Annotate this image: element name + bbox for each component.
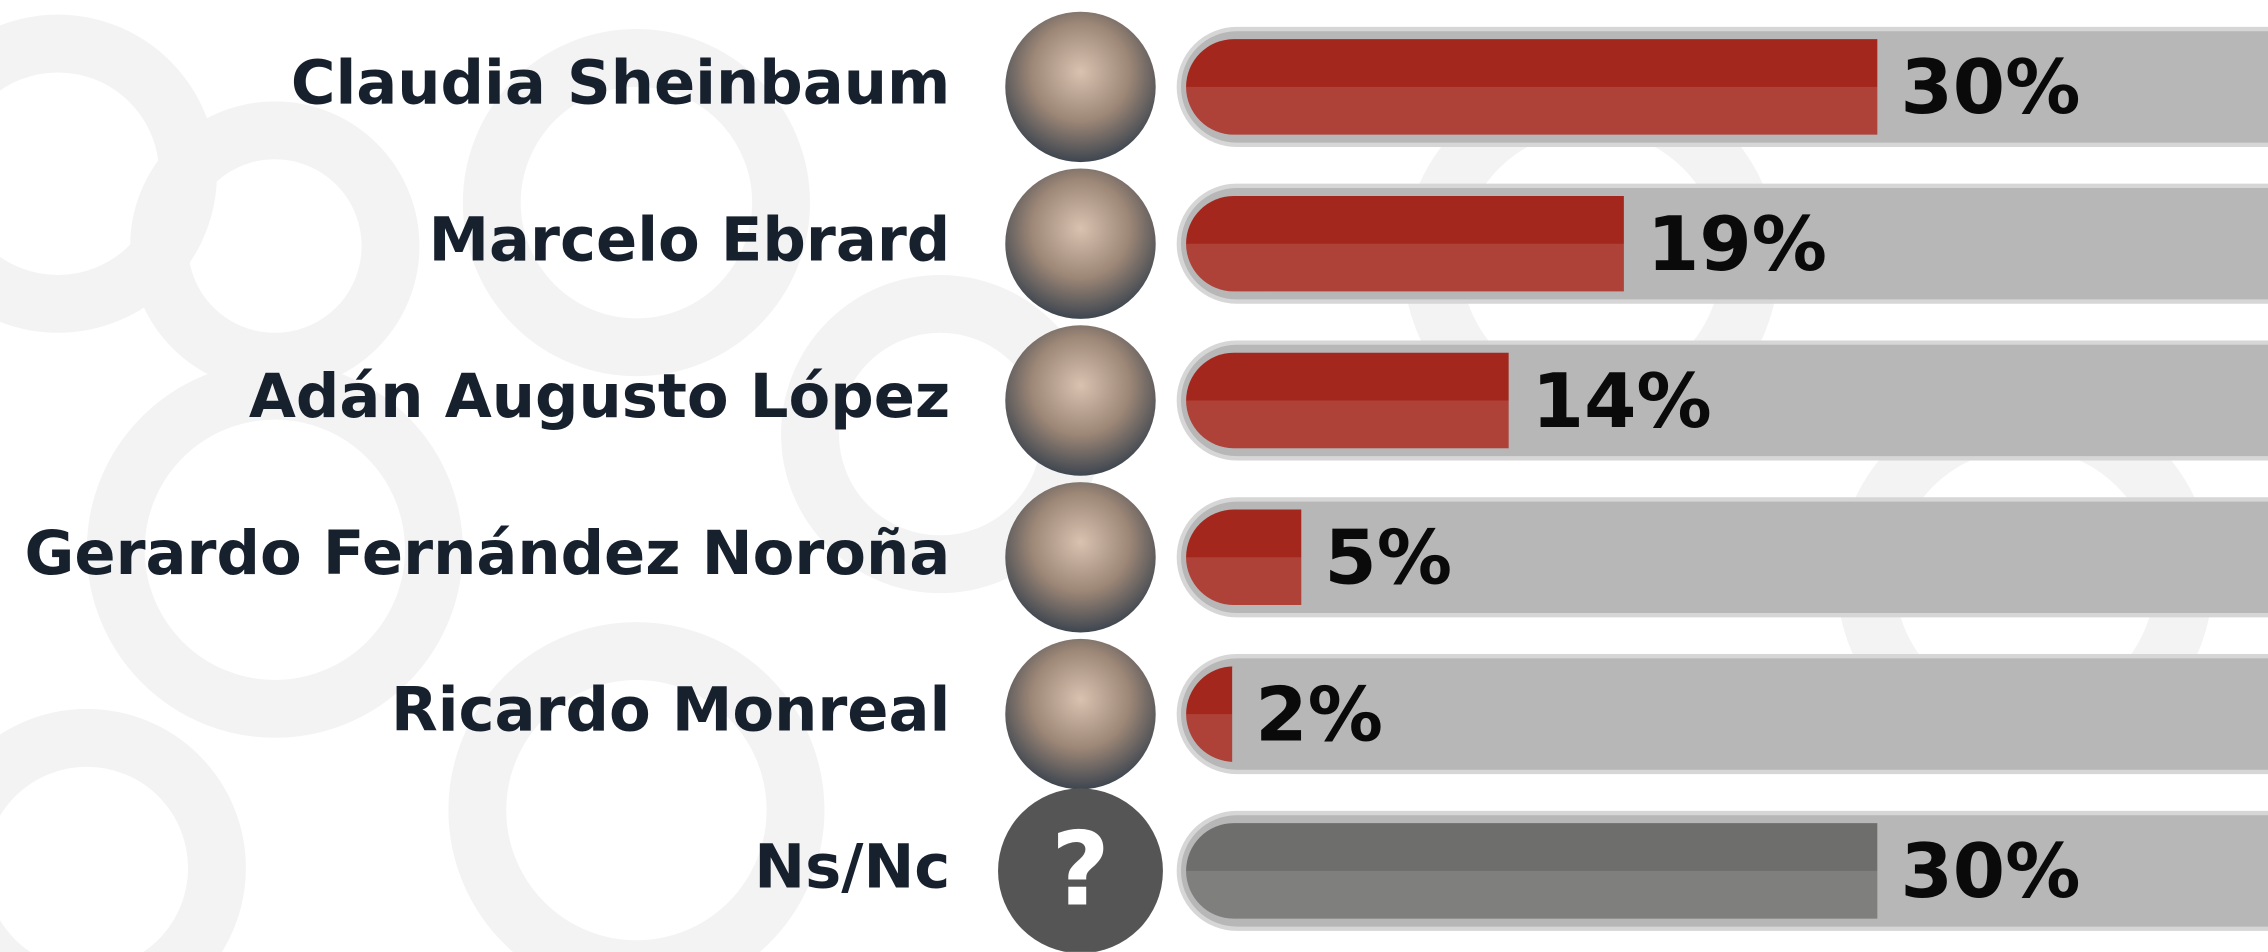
value-label: 19%	[1647, 200, 1827, 288]
bar-shade	[1186, 400, 1509, 449]
candidate-name: Ricardo Monreal	[391, 676, 950, 746]
avatar	[1005, 638, 1156, 790]
value-label: 2%	[1255, 670, 1383, 758]
bar	[1186, 352, 1509, 449]
bar	[1186, 823, 1878, 919]
bar	[1186, 666, 1234, 762]
unknown-icon: ?	[1051, 810, 1110, 928]
candidate-name: Gerardo Fernández Noroña	[25, 519, 951, 589]
bar	[1186, 509, 1302, 606]
avatar	[1005, 11, 1156, 163]
bar-shade	[1186, 86, 1878, 135]
value-label: 30%	[1900, 43, 2080, 131]
rows: Claudia Sheinbaum 30% Marcelo Ebrard 19% Adá…	[25, 11, 2268, 952]
bar-shade	[1186, 243, 1624, 292]
value-label: 30%	[1900, 827, 2080, 915]
bar-shade	[1186, 714, 1234, 762]
candidate-name: Adán Augusto López	[249, 362, 950, 432]
bar	[1186, 195, 1624, 292]
bar-shade	[1186, 557, 1302, 606]
avatar	[1005, 168, 1156, 319]
candidate-name: Claudia Sheinbaum	[291, 49, 950, 119]
bar-track	[1176, 654, 2268, 775]
value-label: 5%	[1324, 514, 1452, 602]
bar-track	[1176, 497, 2268, 618]
avatar	[998, 788, 1163, 952]
bar-shade	[1186, 870, 1878, 919]
candidate-name: Marcelo Ebrard	[429, 205, 951, 275]
bar	[1186, 39, 1878, 135]
avatar	[1005, 325, 1156, 476]
candidate-name: Ns/Nc	[754, 832, 950, 902]
avatar	[1005, 482, 1156, 633]
value-label: 14%	[1532, 357, 1712, 445]
